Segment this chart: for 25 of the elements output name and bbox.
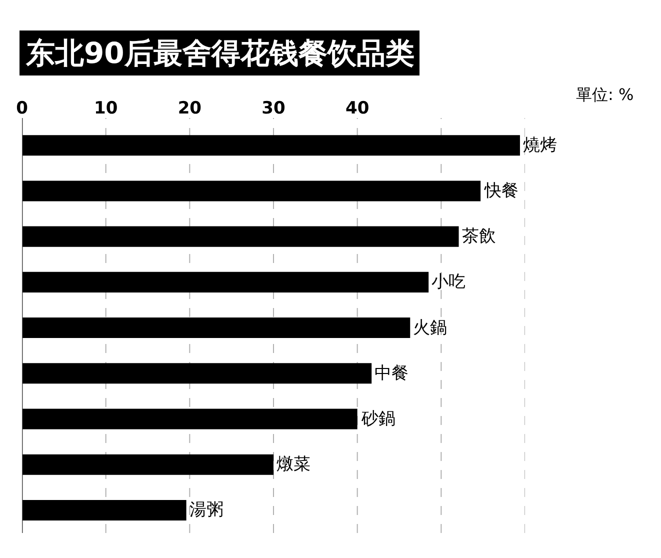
- y-tick-label: 中餐: [374, 363, 409, 384]
- x-tick-label: 10: [94, 98, 118, 119]
- chart-title: 东北90后最舍得花钱餐饮品类: [25, 36, 414, 70]
- bar: [22, 363, 372, 384]
- bar: [22, 180, 481, 202]
- y-tick-label: 燒烤: [522, 135, 557, 156]
- x-tick-label: 30: [262, 98, 286, 119]
- bar: [22, 226, 459, 247]
- x-tick-label: 40: [345, 98, 370, 119]
- bar: [22, 454, 274, 475]
- bar: [22, 318, 410, 338]
- bar: [22, 408, 358, 430]
- y-tick-label: 火鍋: [413, 318, 448, 338]
- y-tick-label: 燉菜: [276, 454, 310, 475]
- y-tick-label: 小吃: [432, 272, 466, 292]
- bar: [22, 272, 429, 292]
- x-tick-label: 20: [178, 98, 202, 119]
- bar: [22, 500, 186, 520]
- bar: [22, 135, 520, 156]
- y-tick-label: 茶飲: [462, 226, 496, 247]
- y-tick-label: 砂鍋: [360, 408, 396, 429]
- y-tick-label: 快餐: [484, 180, 519, 201]
- text: 單位: %: [576, 85, 634, 104]
- x-tick-label: 0: [16, 98, 28, 119]
- y-tick-label: 湯粥: [189, 500, 224, 520]
